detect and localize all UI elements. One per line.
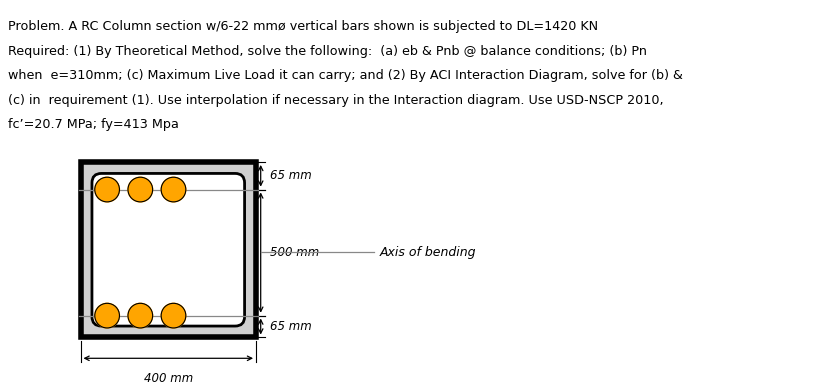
Circle shape	[161, 303, 186, 328]
Circle shape	[161, 177, 186, 202]
Text: fc’=20.7 MPa; fy=413 Mpa: fc’=20.7 MPa; fy=413 Mpa	[7, 118, 178, 132]
Text: when  e=310mm; (c) Maximum Live Load it can carry; and (2) By ACI Interaction Di: when e=310mm; (c) Maximum Live Load it c…	[7, 69, 682, 82]
Text: Problem. A RC Column section w/6-22 mmø vertical bars shown is subjected to DL=1: Problem. A RC Column section w/6-22 mmø …	[7, 20, 598, 33]
Circle shape	[128, 177, 153, 202]
FancyBboxPatch shape	[92, 173, 244, 326]
Text: Required: (1) By Theoretical Method, solve the following:  (a) eb & Pnb @ balanc: Required: (1) By Theoretical Method, sol…	[7, 45, 647, 58]
Text: Axis of bending: Axis of bending	[379, 246, 476, 259]
Circle shape	[128, 303, 153, 328]
Text: (c) in  requirement (1). Use interpolation if necessary in the Interaction diagr: (c) in requirement (1). Use interpolatio…	[7, 94, 663, 107]
Text: 65 mm: 65 mm	[270, 320, 312, 333]
Text: 500 mm: 500 mm	[270, 246, 320, 259]
Bar	[81, 162, 256, 337]
Text: 400 mm: 400 mm	[144, 372, 193, 385]
Text: 65 mm: 65 mm	[270, 169, 312, 182]
Circle shape	[95, 177, 120, 202]
Circle shape	[95, 303, 120, 328]
